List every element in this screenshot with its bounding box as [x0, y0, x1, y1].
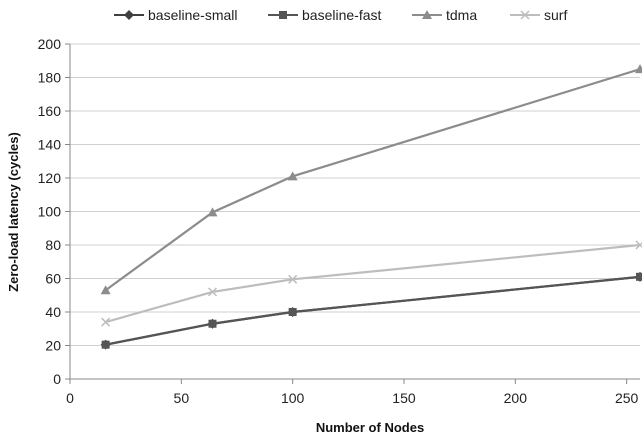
data-point — [207, 207, 218, 217]
data-point-stroke — [207, 287, 218, 297]
y-tick-label: 180 — [38, 70, 62, 86]
y-tick-label: 120 — [38, 170, 62, 186]
y-axis-title: Zero-load latency (cycles) — [6, 132, 21, 292]
data-point — [288, 274, 298, 284]
series-line-tdma — [104, 68, 641, 292]
legend-label: baseline-small — [148, 7, 237, 23]
axes: 0 20 40 60 80 100 120 140 160 180 200 0 50 100 150 200 2… — [38, 36, 640, 406]
legend-label: surf — [544, 7, 567, 23]
x-tick-label: 200 — [504, 390, 528, 406]
series-line-baseline-small — [105, 275, 641, 346]
data-point — [124, 10, 134, 20]
legend-item-baseline-small: baseline-small — [114, 7, 237, 23]
data-point — [207, 287, 218, 297]
x-tick-label: 100 — [281, 390, 305, 406]
data-point — [635, 240, 642, 250]
data-point-stroke — [101, 317, 111, 327]
series-surf — [101, 240, 642, 327]
series-line-surf — [105, 243, 641, 324]
data-point — [279, 11, 287, 19]
y-tick-label: 20 — [45, 338, 61, 354]
legend-item-tdma: tdma — [412, 7, 477, 23]
data-point — [101, 340, 110, 349]
series-layer — [100, 64, 642, 350]
y-tick-label: 60 — [45, 271, 61, 287]
data-point — [520, 10, 530, 20]
series-baseline-fast — [101, 272, 642, 349]
series-tdma — [100, 64, 642, 295]
series-baseline-small — [100, 271, 642, 350]
data-point — [288, 308, 297, 316]
y-tick-label: 200 — [38, 36, 62, 52]
data-point-stroke — [520, 10, 530, 20]
data-point-stroke — [288, 274, 298, 284]
x-tick-label: 150 — [392, 390, 416, 406]
legend: baseline-small baseline-fast tdma surf — [114, 7, 567, 23]
data-point-stroke — [635, 241, 642, 250]
y-tick-label: 80 — [45, 237, 61, 253]
x-tick-label: 250 — [615, 390, 639, 406]
y-tick-label: 40 — [45, 304, 61, 320]
data-point — [100, 285, 111, 295]
data-point — [636, 272, 642, 281]
x-axis-title: Number of Nodes — [316, 420, 424, 435]
data-point — [287, 171, 298, 181]
data-point — [422, 10, 432, 19]
y-tick-label: 140 — [38, 137, 62, 153]
x-tick-label: 0 — [66, 390, 74, 406]
y-tick-label: 0 — [53, 371, 61, 387]
y-tick-label: 100 — [38, 204, 62, 220]
x-tick-label: 50 — [174, 390, 190, 406]
legend-label: tdma — [446, 7, 477, 23]
gridlines — [70, 43, 640, 346]
series-line-baseline-fast — [105, 275, 641, 346]
data-point — [208, 319, 217, 328]
y-tick-label: 160 — [38, 103, 62, 119]
data-point — [635, 64, 642, 74]
legend-item-baseline-fast: baseline-fast — [268, 7, 381, 23]
legend-item-surf: surf — [510, 7, 567, 23]
legend-label: baseline-fast — [302, 7, 381, 23]
data-point — [101, 317, 111, 327]
